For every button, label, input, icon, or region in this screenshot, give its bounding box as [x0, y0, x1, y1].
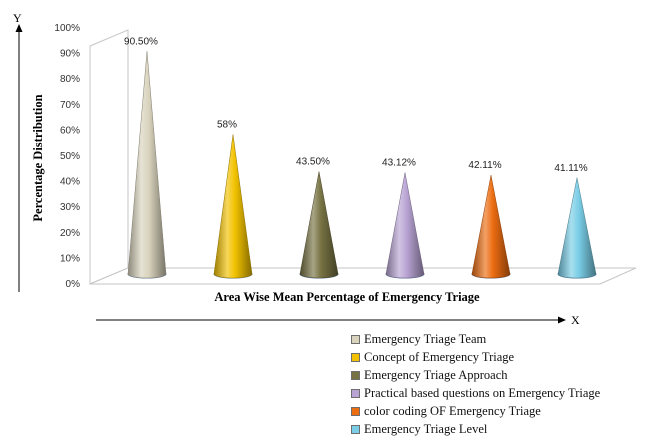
- cone-bar: [385, 172, 425, 279]
- cone-bar: [299, 171, 339, 279]
- legend-item: Concept of Emergency Triage: [351, 348, 648, 366]
- legend-swatch: [351, 406, 360, 416]
- chart-floor: [89, 267, 637, 285]
- legend-label: color coding OF Emergency Triage: [364, 403, 541, 418]
- y-tick-label: 100%: [54, 23, 80, 34]
- y-tick-label: 80%: [60, 74, 80, 85]
- y-tick-label: 70%: [60, 100, 80, 111]
- cone-bar: [557, 177, 597, 279]
- x-axis-letter: X: [571, 313, 580, 327]
- data-label: 43.12%: [382, 158, 416, 169]
- y-tick-label: 30%: [60, 202, 80, 213]
- legend-item: Emergency Triage Level: [351, 420, 648, 438]
- cone-bar: [127, 51, 167, 279]
- legend-item: Emergency Triage Approach: [351, 366, 648, 384]
- legend-label: Concept of Emergency Triage: [364, 349, 515, 364]
- legend-label: Practical based questions on Emergency T…: [364, 385, 601, 400]
- y-tick-label: 90%: [60, 49, 80, 60]
- legend-label: Emergency Triage Team: [364, 331, 487, 346]
- legend-swatch: [351, 334, 360, 344]
- legend-item: Practical based questions on Emergency T…: [351, 384, 648, 402]
- y-tick-label: 0%: [66, 279, 81, 290]
- data-label: 43.50%: [296, 157, 330, 168]
- x-axis-label: Area Wise Mean Percentage of Emergency T…: [214, 290, 480, 304]
- legend-item: color coding OF Emergency Triage: [351, 402, 648, 420]
- legend-swatch: [351, 424, 360, 434]
- data-label: 58%: [217, 120, 237, 131]
- left-wall: [89, 29, 129, 285]
- y-tick-label: 40%: [60, 177, 80, 188]
- x-axis-arrow: [96, 316, 566, 324]
- y-axis-arrow: [15, 24, 23, 292]
- cone-bar: [213, 134, 253, 279]
- cones: [127, 51, 597, 279]
- legend: Emergency Triage Team Concept of Emergenc…: [351, 330, 648, 438]
- cone-bar: [471, 175, 511, 279]
- legend-swatch: [351, 388, 360, 398]
- legend-label: Emergency Triage Level: [364, 421, 488, 436]
- data-label: 42.11%: [468, 160, 501, 171]
- data-label: 41.11%: [554, 163, 587, 174]
- y-tick-label: 10%: [60, 253, 80, 264]
- data-label: 90.50%: [124, 36, 158, 47]
- legend-item: Emergency Triage Team: [351, 330, 648, 348]
- y-axis-letter: Y: [13, 11, 22, 25]
- legend-label: Emergency Triage Approach: [364, 367, 508, 382]
- legend-swatch: [351, 370, 360, 380]
- data-labels: 90.50% 58% 43.50% 43.12% 42.11% 41.11%: [124, 36, 588, 173]
- y-tick-label: 20%: [60, 228, 80, 239]
- y-tick-labels: 0% 10% 20% 30% 40% 50% 60% 70% 80% 90% 100%: [54, 23, 80, 290]
- legend-swatch: [351, 352, 360, 362]
- y-axis-label: Percentage Distribution: [31, 94, 45, 221]
- y-tick-label: 60%: [60, 125, 80, 136]
- y-tick-label: 50%: [60, 151, 80, 162]
